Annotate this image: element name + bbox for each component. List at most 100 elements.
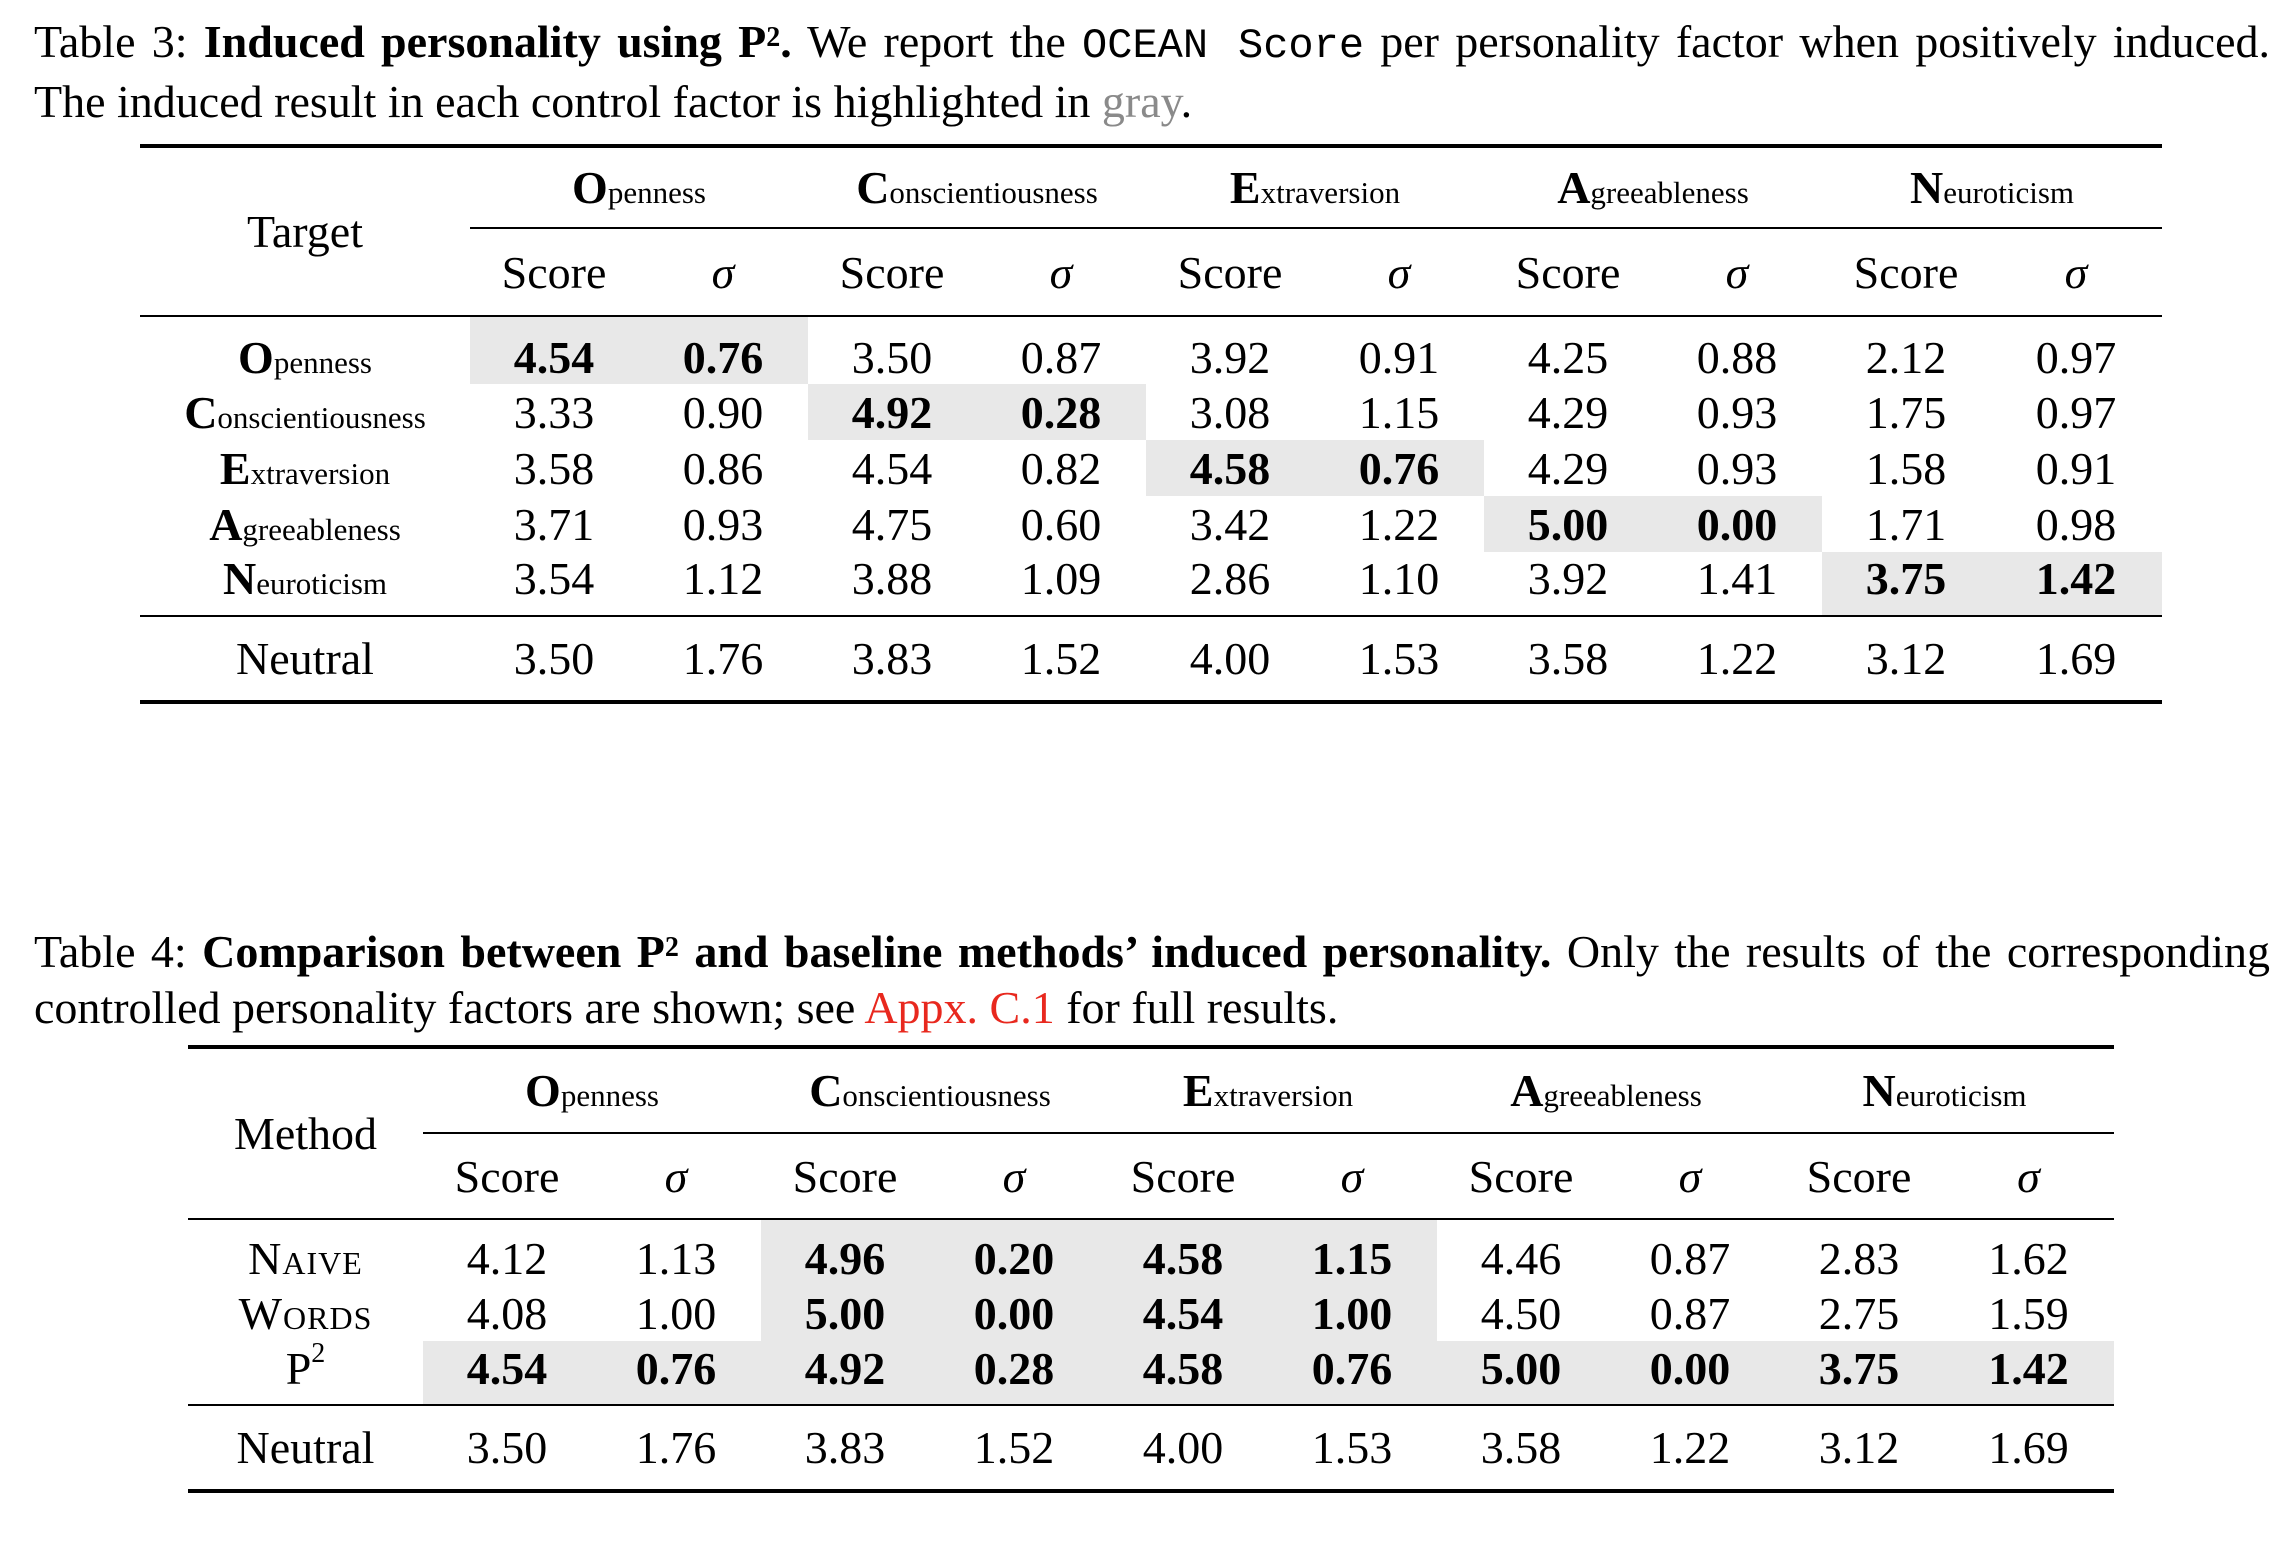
header-conscientiousness: Conscientiousness <box>761 1047 1099 1134</box>
table-cell: 1.69 <box>2035 633 2117 684</box>
score-header: Score <box>1130 1150 1236 1202</box>
table-cell: 1.75 <box>1865 386 1947 438</box>
table-cell: 1.42 <box>1943 1341 2114 1405</box>
table-cell: 0.28 <box>976 384 1146 440</box>
table-cell: 0.93 <box>1696 386 1778 438</box>
table-cell: 0.87 <box>1649 1233 1731 1284</box>
table-cell: 3.50 <box>851 332 933 383</box>
table-cell: 4.58 <box>1099 1219 1267 1285</box>
table-cell: 4.54 <box>470 316 638 384</box>
table-row: Agreeableness 3.71 0.93 4.75 0.60 3.42 1… <box>140 496 2162 552</box>
table-cell: 1.59 <box>1988 1287 2069 1339</box>
table-cell: 3.92 <box>1527 553 1609 604</box>
neutral-row: Neutral 3.50 1.76 3.83 1.52 4.00 1.53 3.… <box>140 616 2162 702</box>
table-cell: 1.52 <box>1020 633 1102 684</box>
table-cell: 3.58 <box>1527 633 1609 684</box>
table-cell: 3.75 <box>1822 552 1990 616</box>
table-cell: 4.29 <box>1527 442 1609 494</box>
table-cell: 1.53 <box>1311 1422 1393 1473</box>
table-cell: 2.75 <box>1818 1287 1900 1339</box>
table4-caption: Table 4: Comparison between P2 and basel… <box>34 926 2271 1033</box>
row-label: Openness <box>238 332 372 383</box>
row-label: Neuroticism <box>222 553 388 604</box>
table-cell: 5.00 <box>1437 1341 1605 1405</box>
header-neuroticism: Neuroticism <box>1775 1047 2114 1134</box>
appendix-link[interactable]: Appx. C.1 <box>864 982 1055 1033</box>
table-cell: 4.92 <box>761 1341 929 1405</box>
table-cell: 1.62 <box>1988 1233 2069 1284</box>
table-cell: 0.60 <box>1020 498 1102 550</box>
table-cell: 4.58 <box>1146 440 1314 496</box>
table-cell: 4.54 <box>851 442 933 494</box>
table-cell: 0.00 <box>1652 496 1822 552</box>
table-cell: 2.83 <box>1818 1233 1900 1284</box>
table-cell: 3.88 <box>851 553 933 604</box>
table-cell: 4.00 <box>1142 1422 1224 1473</box>
table4: Method Openness Conscientiousness Extrav… <box>188 1045 2114 1493</box>
table-cell: 3.33 <box>513 386 595 438</box>
table-cell: 1.15 <box>1267 1219 1437 1285</box>
table-cell: 4.54 <box>423 1341 591 1405</box>
sigma-header: σ <box>1678 1150 1702 1202</box>
table-cell: 1.00 <box>1267 1285 1437 1341</box>
table-cell: 3.92 <box>1189 332 1271 383</box>
table-cell: 0.00 <box>929 1285 1099 1341</box>
table-row: Neuroticism 3.54 1.12 3.88 1.09 2.86 1.1… <box>140 552 2162 616</box>
table-cell: 1.22 <box>1358 498 1440 550</box>
table-cell: 3.83 <box>851 633 933 684</box>
table-row: Conscientiousness 3.33 0.90 4.92 0.28 3.… <box>140 384 2162 440</box>
header-extraversion: Extraversion <box>1146 146 1484 229</box>
table-cell: 4.54 <box>1099 1285 1267 1341</box>
table-cell: 3.58 <box>1480 1422 1562 1473</box>
table3-caption: Table 3: Induced personality using P2. W… <box>34 16 2271 127</box>
table-cell: 1.52 <box>973 1422 1055 1473</box>
corner-label: Method <box>233 1108 378 1159</box>
row-label: Neutral <box>236 633 374 684</box>
score-header: Score <box>501 246 607 298</box>
table-cell: 5.00 <box>1484 496 1652 552</box>
header-openness: Openness <box>423 1047 761 1134</box>
sigma-header: σ <box>1340 1150 1364 1202</box>
table-cell: 0.76 <box>1314 440 1484 496</box>
header-agreeableness: Agreeableness <box>1484 146 1822 229</box>
score-header: Score <box>1853 246 1959 298</box>
table-cell: 3.12 <box>1818 1422 1900 1473</box>
table-cell: 0.98 <box>2035 498 2117 550</box>
table-cell: 1.00 <box>635 1287 717 1339</box>
table-cell: 3.08 <box>1189 386 1271 438</box>
table4-caption-label: Table 4: <box>34 926 187 977</box>
table-row: Naive 4.12 1.13 4.96 0.20 4.58 1.15 4.46… <box>188 1219 2114 1285</box>
table-cell: 1.10 <box>1358 553 1440 604</box>
table-cell: 1.22 <box>1649 1422 1731 1473</box>
score-header: Score <box>1515 246 1621 298</box>
row-label: Naive <box>248 1233 363 1284</box>
table-cell: 3.42 <box>1189 498 1271 550</box>
header-agreeableness: Agreeableness <box>1437 1047 1775 1134</box>
table-cell: 1.41 <box>1696 553 1778 604</box>
ocean-score-code: OCEAN Score <box>1082 22 1365 70</box>
table-cell: 4.96 <box>761 1219 929 1285</box>
table-cell: 4.25 <box>1527 332 1609 383</box>
score-header: Score <box>1806 1150 1912 1202</box>
table-cell: 4.46 <box>1480 1233 1562 1284</box>
sigma-header: σ <box>1049 246 1073 298</box>
table3: Target Openness Conscientiousness Extrav… <box>140 144 2162 704</box>
sigma-header: σ <box>2017 1150 2040 1202</box>
table3-caption-title: Induced personality using P2. <box>203 16 792 67</box>
sigma-header: σ <box>1725 246 1749 298</box>
header-neuroticism: Neuroticism <box>1822 146 2162 229</box>
table-cell: 1.09 <box>1020 553 1102 604</box>
table-cell: 0.76 <box>638 316 808 384</box>
table-cell: 5.00 <box>761 1285 929 1341</box>
table-row: P2 4.54 0.76 4.92 0.28 4.58 0.76 5.00 0.… <box>188 1338 2114 1405</box>
corner-label: Target <box>247 206 363 257</box>
table-cell: 0.87 <box>1020 332 1102 383</box>
table-cell: 1.69 <box>1988 1422 2069 1473</box>
table-cell: 1.15 <box>1358 386 1440 438</box>
table-cell: 0.00 <box>1605 1341 1775 1405</box>
table-cell: 3.50 <box>513 633 595 684</box>
table-cell: 1.58 <box>1865 442 1947 494</box>
table-cell: 4.12 <box>466 1233 548 1284</box>
table-row: Words 4.08 1.00 5.00 0.00 4.54 1.00 4.50… <box>188 1285 2114 1341</box>
row-label: Neutral <box>236 1422 375 1473</box>
